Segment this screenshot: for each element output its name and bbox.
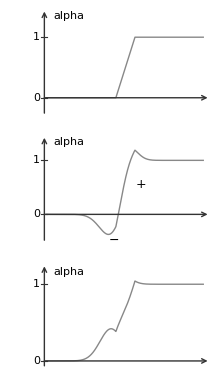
Text: 1: 1 — [33, 155, 40, 165]
Text: alpha: alpha — [53, 267, 84, 277]
Text: +: + — [136, 178, 147, 191]
Text: 1: 1 — [33, 32, 40, 42]
Text: 0: 0 — [33, 209, 40, 219]
Text: alpha: alpha — [53, 11, 84, 21]
Text: alpha: alpha — [53, 137, 84, 147]
Text: 1: 1 — [33, 279, 40, 289]
Text: 0: 0 — [33, 93, 40, 103]
Text: −: − — [108, 234, 119, 247]
Text: 0: 0 — [33, 356, 40, 366]
